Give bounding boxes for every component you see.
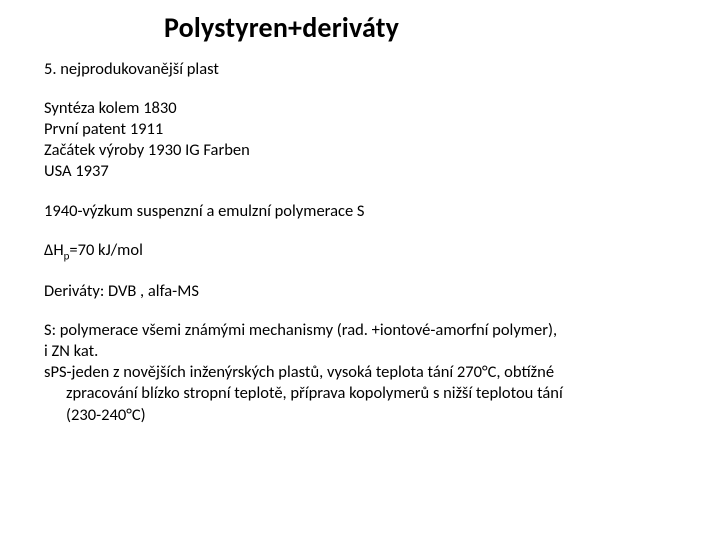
slide-title: Polystyren+deriváty [164,10,676,45]
slide-body: 5. nejprodukovanější plast Syntéza kolem… [44,59,676,426]
enthalpy-block: ΔHp=70 kJ/mol [44,240,676,263]
s-block: S: polymerace všemi známými mechanismy (… [44,320,676,426]
slide-content: Polystyren+deriváty 5. nejprodukovanější… [0,0,720,540]
s-line4: zpracování blízko stropní teplotě, přípr… [44,383,676,404]
s-line2: i ZN kat. [44,341,676,362]
s-line5: (230-240°C) [44,405,676,426]
usa-line: USA 1937 [44,161,676,182]
rank-line: 5. nejprodukovanější plast [44,59,676,80]
derivs-line: Deriváty: DVB , alfa-MS [44,281,676,302]
history-block: Syntéza kolem 1830 První patent 1911 Zač… [44,98,676,182]
synth-line: Syntéza kolem 1830 [44,98,676,119]
patent-line: První patent 1911 [44,119,676,140]
s-line3: sPS-jeden z novějších inženýrských plast… [44,362,676,383]
dh-prefix: ΔH [44,240,64,260]
rank-block: 5. nejprodukovanější plast [44,59,676,80]
research-block: 1940-výzkum suspenzní a emulzní polymera… [44,201,676,222]
s-line1: S: polymerace všemi známými mechanismy (… [44,320,676,341]
enthalpy-line: ΔHp=70 kJ/mol [44,240,676,263]
dh-rest: =70 kJ/mol [69,240,142,260]
start-line: Začátek výroby 1930 IG Farben [44,140,676,161]
research-line: 1940-výzkum suspenzní a emulzní polymera… [44,201,676,222]
derivs-block: Deriváty: DVB , alfa-MS [44,281,676,302]
